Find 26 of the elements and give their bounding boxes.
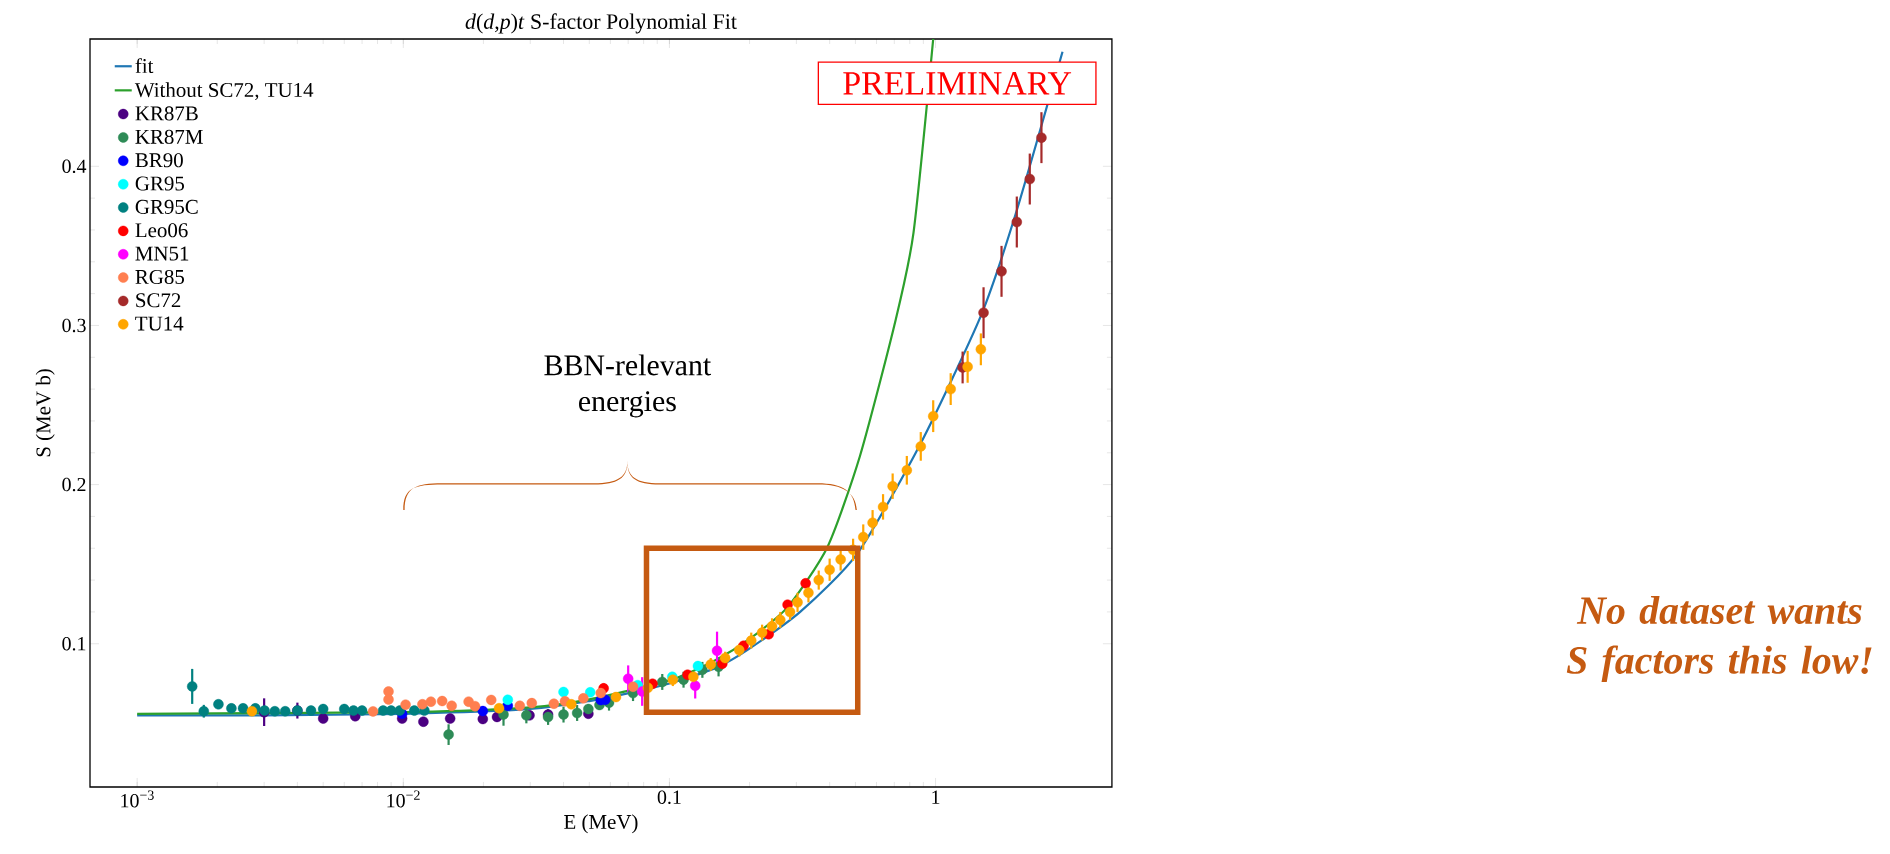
legend-label: KR87B bbox=[135, 106, 198, 121]
legend-label: fit bbox=[135, 58, 154, 74]
x-tick-label: 0.1 bbox=[657, 790, 681, 805]
legend-label: Leo06 bbox=[135, 223, 188, 238]
legend-label: GR95 bbox=[135, 176, 184, 191]
legend-label: Without SC72, TU14 bbox=[134, 82, 314, 101]
y-tick-label: 0.4 bbox=[62, 159, 87, 174]
legend-label: TU14 bbox=[135, 316, 184, 331]
x-axis-title: E (MeV) bbox=[564, 814, 638, 834]
y-tick-label: 0.3 bbox=[62, 318, 86, 333]
legend-label: MN51 bbox=[135, 246, 189, 261]
y-tick-label: 0.1 bbox=[62, 636, 86, 651]
legend-label: KR87M bbox=[135, 129, 203, 144]
x-tick-label: 10$^{−3}$ bbox=[121, 790, 154, 808]
legend-label: SC72 bbox=[136, 293, 181, 308]
legend-label: BR90 bbox=[135, 153, 183, 168]
annotation: BBN-relevant energies bbox=[544, 354, 712, 418]
legend-label: GR95C bbox=[135, 199, 198, 214]
legend-label: RG85 bbox=[135, 269, 184, 284]
chart-title: d(d,p)t S-factor Polynomial Fit bbox=[465, 13, 737, 34]
x-tick-label: 1 bbox=[932, 790, 940, 804]
annotation: PRELIMINARY bbox=[843, 72, 1072, 95]
y-axis-title: S (MeV b) bbox=[35, 369, 55, 457]
x-tick-label: 10$^{−2}$ bbox=[387, 790, 420, 808]
y-tick-label: 0.2 bbox=[62, 477, 86, 492]
text: No dataset wants S factors this low! bbox=[1566, 596, 1872, 682]
